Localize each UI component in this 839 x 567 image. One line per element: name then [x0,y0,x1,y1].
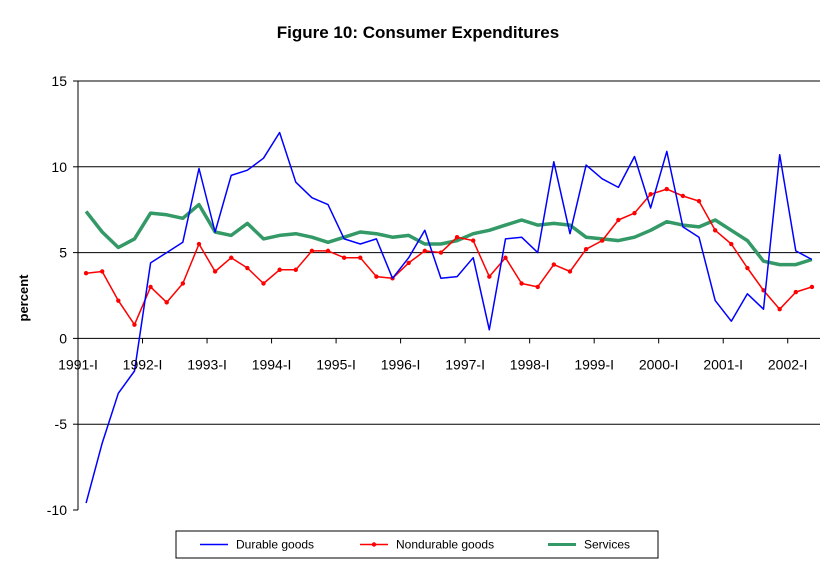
x-tick-label: 1993-I [187,356,227,372]
data-point [616,217,621,223]
data-point [261,281,266,286]
data-point [696,198,702,204]
x-tick-label: 1996-I [381,356,421,372]
data-point [551,262,557,267]
y-tick-label: 0 [59,330,67,346]
data-point [245,265,250,271]
data-point [470,238,476,243]
data-point [745,265,750,271]
legend: Durable goods Nondurable goods Services [175,530,659,559]
chart-title: Figure 10: Consumer Expenditures [277,23,559,42]
series-line-nondurable-goods [86,188,813,326]
x-tick-label: 2002-I [768,356,808,372]
data-point [777,307,782,312]
data-point [406,260,411,266]
data-point [632,210,637,216]
legend-label: Durable goods [236,538,314,552]
data-point [648,192,653,197]
data-point [309,248,315,254]
data-point [422,248,428,254]
y-tick-label: -10 [47,502,67,518]
legend-box [175,530,659,559]
x-tick-label: 1994-I [252,356,292,372]
y-tick-label: -5 [55,416,68,432]
data-point [729,241,734,247]
data-point [454,234,460,240]
x-tick-label: 1995-I [316,356,356,372]
data-point [600,238,605,243]
series-line-services [84,202,813,267]
data-point [293,267,298,272]
x-tick-label: 2001-I [703,356,743,372]
x-tick-label: 1997-I [445,356,485,372]
gridlines [78,80,820,425]
data-point [680,193,686,199]
data-point [487,274,492,279]
data-point [438,250,444,255]
axes [73,80,820,511]
data-point [164,300,169,305]
data-point [148,284,153,290]
data-point [277,267,282,272]
y-axis-label: percent [16,274,31,322]
data-point [196,241,202,247]
data-point [83,270,89,276]
x-tick-label: 2000-I [639,356,679,372]
x-tick-label: 1991-I [58,356,98,372]
data-point [229,255,234,260]
data-point [180,281,186,286]
data-point [132,322,137,327]
data-point [341,255,347,260]
data-point [664,186,669,192]
data-point [519,281,524,286]
legend-label: Nondurable goods [396,538,494,552]
data-point [809,284,815,290]
data-point [793,289,799,295]
data-point [567,269,573,274]
data-point [99,269,105,274]
legend-marker [371,542,377,547]
x-tick-label: 1992-I [123,356,163,372]
x-tick-label: 1998-I [510,356,550,372]
y-tick-label: 10 [51,159,67,175]
y-tick-label: 15 [51,73,67,89]
data-point [358,255,363,260]
data-point [503,255,508,260]
data-point [535,284,540,290]
data-point [325,248,331,254]
data-point [374,274,379,279]
series-layer [83,131,815,504]
tick-labels: 15 10 5 0 -5 -10 1991-I 1992-I 1993-I 1994-I 1995-… [47,73,808,518]
legend-label: Services [584,538,630,552]
data-point [712,228,718,233]
data-point [212,269,218,274]
x-tick-label: 1999-I [574,356,614,372]
y-tick-label: 5 [59,245,67,261]
series-line-durable-goods [85,131,813,504]
data-point [583,246,589,252]
data-point [116,298,121,303]
